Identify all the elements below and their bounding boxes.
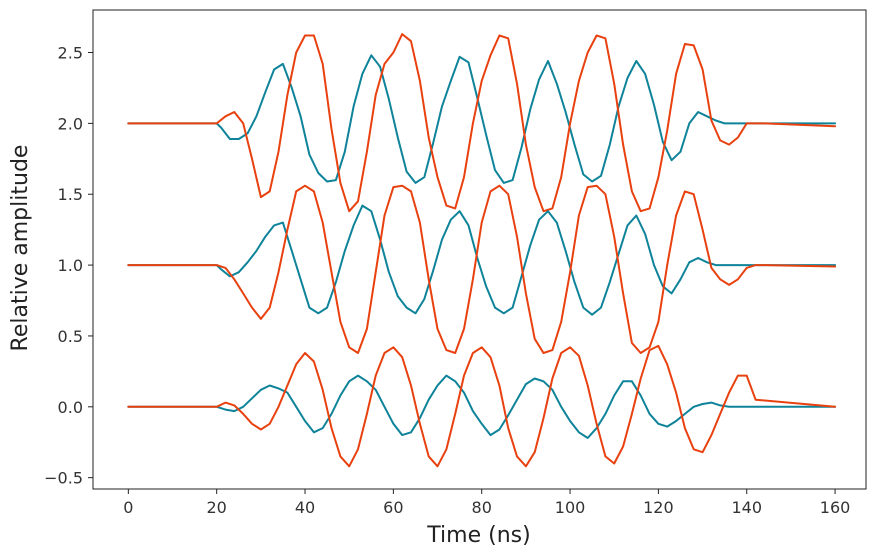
y-tick-label: −0.5: [44, 469, 83, 488]
series-line-5: [127, 344, 837, 468]
series-line-0: [127, 54, 837, 184]
y-tick-label: 0.5: [58, 327, 83, 346]
x-tick-label: 80: [472, 498, 492, 517]
y-tick-label: 0.0: [58, 398, 83, 417]
x-tick-label: 120: [643, 498, 674, 517]
x-tick-label: 40: [295, 498, 315, 517]
y-tick-label: 2.0: [58, 114, 83, 133]
series-line-3: [127, 184, 837, 354]
x-tick-label: 140: [731, 498, 762, 517]
axes-layer: 0 20 40 60 80 100 120 140 160 −0.5 0.0 0.5 1.0 1.5 2.0…: [44, 9, 867, 517]
x-tick-label: 60: [383, 498, 403, 517]
y-tick-label: 1.0: [58, 256, 83, 275]
x-tick-label: 20: [207, 498, 227, 517]
series-layer: [127, 33, 837, 468]
x-axis-label: Time (ns): [426, 523, 530, 548]
plot-frame: [92, 9, 867, 490]
x-tick-label: 100: [555, 498, 586, 517]
x-tick-label: 0: [123, 498, 133, 517]
series-line-2: [127, 204, 837, 316]
series-line-1: [127, 33, 837, 213]
y-tick-label: 2.5: [58, 44, 83, 63]
series-line-4: [127, 374, 837, 439]
x-tick-label: 160: [820, 498, 851, 517]
y-tick-label: 1.5: [58, 185, 83, 204]
y-axis-label: Relative amplitude: [8, 145, 33, 352]
